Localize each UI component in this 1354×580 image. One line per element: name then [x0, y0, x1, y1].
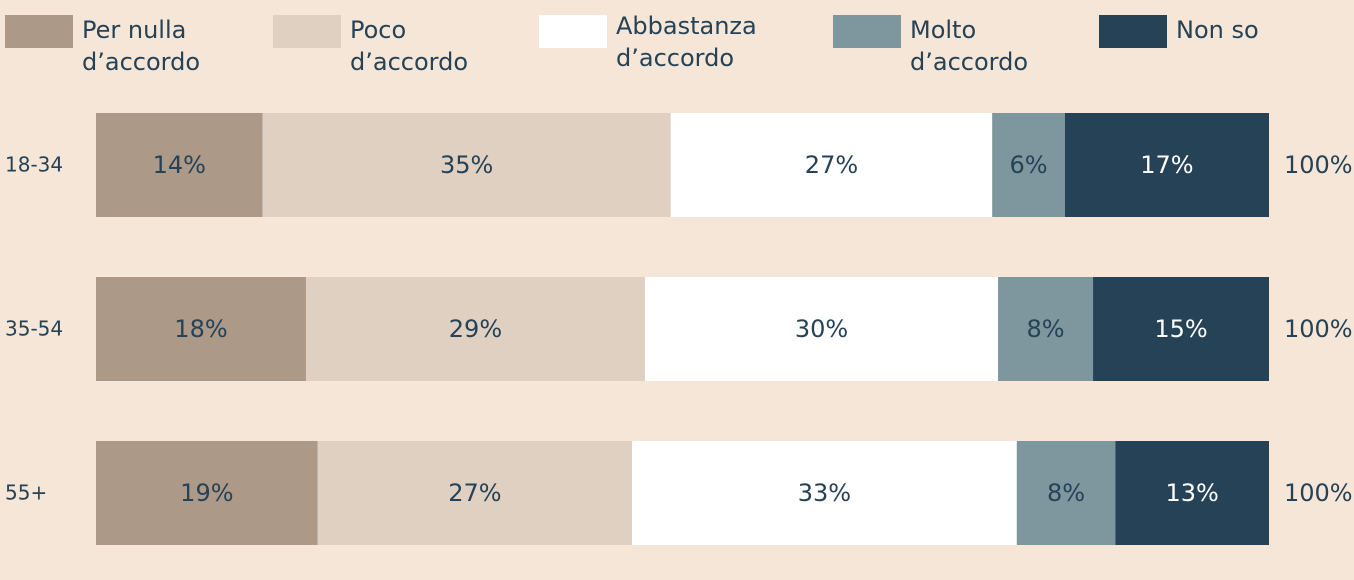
bar-segment: [1093, 277, 1269, 381]
value-label: 17%: [1140, 151, 1193, 179]
bar-segment: [670, 113, 993, 217]
value-label: 8%: [1027, 315, 1065, 343]
legend-label: Poco d’accordo: [350, 16, 469, 76]
legend-label: Molto d’accordo: [910, 16, 1029, 76]
value-label: 27%: [805, 151, 858, 179]
legend-swatch: [539, 15, 607, 48]
value-label: 15%: [1154, 315, 1207, 343]
y-tick-label: 55+: [5, 481, 47, 505]
bar-segment: [262, 113, 671, 217]
value-label: 27%: [448, 479, 501, 507]
value-label: 35%: [440, 151, 493, 179]
bar-segment: [1016, 441, 1116, 545]
total-label: 100%: [1284, 315, 1353, 343]
value-label: 8%: [1047, 479, 1085, 507]
legend-label: Non so: [1176, 16, 1259, 44]
bar-segment: [317, 441, 633, 545]
y-tick-label: 18-34: [5, 153, 63, 177]
legend-label: Abbastanza d’accordo: [616, 12, 757, 72]
bar-segment: [96, 277, 306, 381]
value-label: 29%: [449, 315, 502, 343]
total-label: 100%: [1284, 479, 1353, 507]
value-label: 30%: [795, 315, 848, 343]
value-label: 13%: [1165, 479, 1218, 507]
bar-segment: [644, 277, 999, 381]
value-label: 33%: [798, 479, 851, 507]
legend-item: Abbastanza d’accordo: [539, 12, 776, 74]
legend-swatch: [1099, 15, 1167, 48]
total-label: 100%: [1284, 151, 1353, 179]
legend-swatch: [273, 15, 341, 48]
legend-item: Poco d’accordo: [273, 15, 510, 78]
value-label: 14%: [153, 151, 206, 179]
legend-swatch: [833, 15, 901, 48]
bar-segment: [632, 441, 1017, 545]
legend-item: Per nulla d’accordo: [5, 15, 242, 78]
bar-segment: [96, 113, 263, 217]
legend-item: Non so: [1099, 15, 1336, 48]
bar-segment: [998, 277, 1094, 381]
value-label: 6%: [1009, 151, 1047, 179]
legend-swatch: [5, 15, 73, 48]
legend-label: Per nulla d’accordo: [82, 16, 201, 76]
bar-segment: [305, 277, 645, 381]
bar-segment: [96, 441, 318, 545]
bar-segment: [992, 113, 1065, 217]
bar-segment: [1064, 113, 1269, 217]
value-label: 18%: [174, 315, 227, 343]
legend-item: Molto d’accordo: [833, 15, 1070, 78]
bar-segment: [1115, 441, 1269, 545]
y-tick-label: 35-54: [5, 317, 63, 341]
value-label: 19%: [180, 479, 233, 507]
